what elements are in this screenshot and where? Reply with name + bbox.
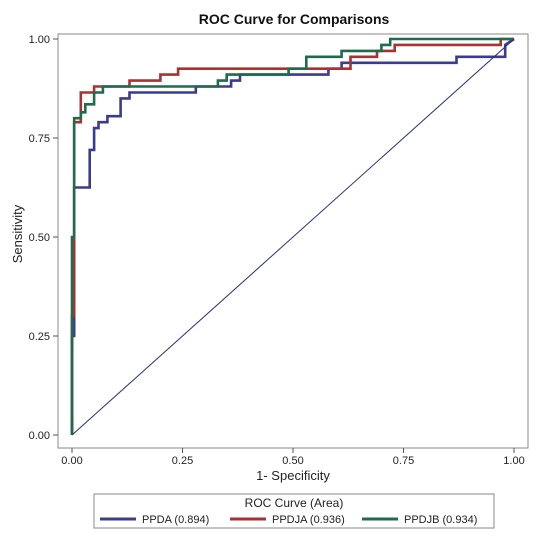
x-tick-label: 0.00 [61, 455, 82, 467]
x-tick-label: 0.50 [282, 455, 303, 467]
chart-title: ROC Curve for Comparisons [199, 11, 390, 27]
y-axis-title: Sensitivity [10, 204, 25, 263]
x-axis-title: 1- Specificity [256, 468, 330, 483]
y-axis: 0.00 0.25 0.50 0.75 1.00 [29, 34, 58, 442]
series-line-0 [70, 37, 515, 435]
x-tick-label: 0.75 [393, 455, 414, 467]
series-line-2 [70, 37, 514, 435]
legend-label: PPDA (0.894) [142, 514, 209, 526]
legend-label: PPDJB (0.934) [404, 514, 477, 526]
legend-items: PPDA (0.894) PPDJA (0.936) PPDJB (0.934) [100, 514, 477, 526]
series-lines [70, 37, 515, 436]
x-axis: 0.00 0.25 0.50 0.75 1.00 [61, 448, 525, 467]
y-tick-label: 1.00 [29, 34, 50, 46]
x-tick-label: 1.00 [503, 455, 524, 467]
legend-label: PPDJA (0.936) [272, 514, 345, 526]
series-line-1 [70, 37, 514, 435]
reference-diagonal-line [71, 38, 515, 436]
y-tick-label: 0.25 [29, 331, 50, 343]
x-tick-label: 0.25 [172, 455, 193, 467]
legend-title: ROC Curve (Area) [245, 496, 344, 510]
y-tick-label: 0.75 [29, 133, 50, 145]
legend: ROC Curve (Area) PPDA (0.894) PPDJA (0.93… [93, 493, 495, 529]
legend-frame [93, 493, 495, 529]
y-tick-label: 0.00 [29, 430, 50, 442]
y-tick-label: 0.50 [29, 232, 50, 244]
